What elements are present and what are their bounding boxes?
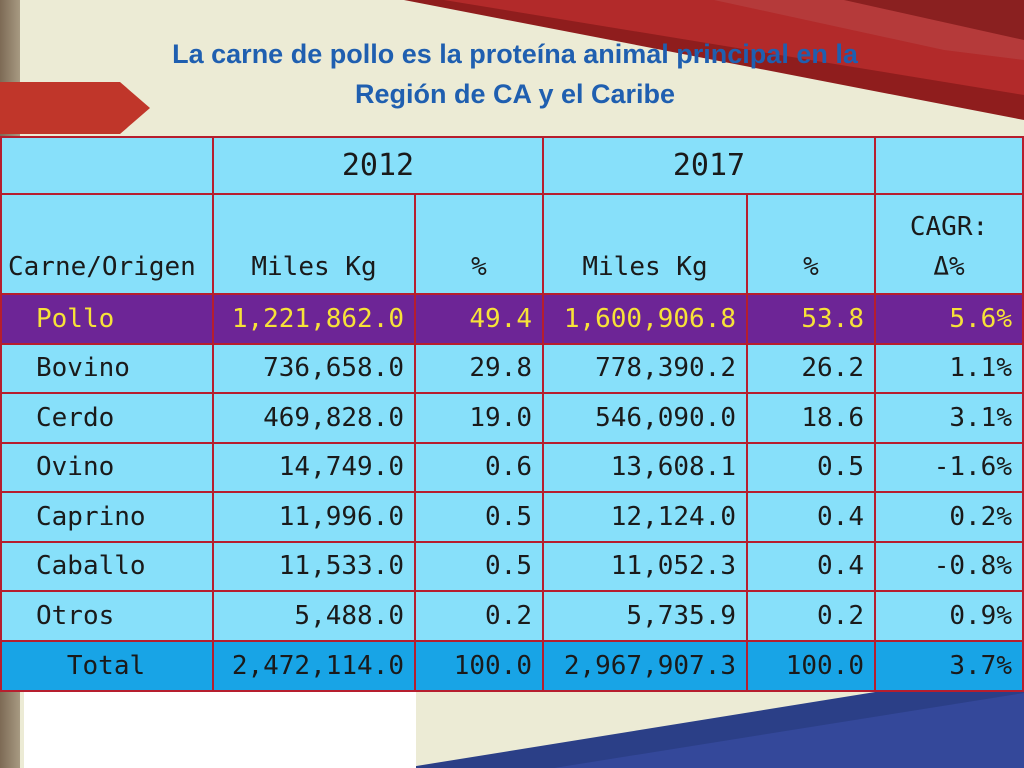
total-label: Total <box>0 639 214 692</box>
kg-2017: 13,608.1 <box>542 441 748 493</box>
kg-2012: 736,658.0 <box>212 342 416 394</box>
pct-2017: 0.2 <box>746 590 876 642</box>
year-2012-header: 2012 <box>212 136 544 195</box>
cagr-header: CAGR: Δ% <box>874 193 1024 295</box>
year-2017-header: 2017 <box>542 136 876 195</box>
kg-2012: 11,533.0 <box>212 540 416 592</box>
cagr: 5.6% <box>874 293 1024 345</box>
kg-2012: 1,221,862.0 <box>212 293 416 345</box>
left-red-tab <box>0 82 150 134</box>
row-name: Ovino <box>0 441 214 493</box>
slide-title: La carne de pollo es la proteína animal … <box>40 34 990 114</box>
table-row-total: Total 2,472,114.0 100.0 2,967,907.3 100.… <box>0 639 1024 692</box>
row-name: Cerdo <box>0 392 214 444</box>
table-row-otros: Otros 5,488.0 0.2 5,735.9 0.2 0.9% <box>0 590 1024 642</box>
pct-2017: 0.4 <box>746 540 876 592</box>
total-pct-2012: 100.0 <box>414 639 544 692</box>
row-name: Caballo <box>0 540 214 592</box>
kg-2017: 5,735.9 <box>542 590 748 642</box>
total-cagr: 3.7% <box>874 639 1024 692</box>
cagr: 3.1% <box>874 392 1024 444</box>
table-row-ovino: Ovino 14,749.0 0.6 13,608.1 0.5 -1.6% <box>0 441 1024 493</box>
origin-header: Carne/Origen <box>0 193 214 295</box>
cagr: 1.1% <box>874 342 1024 394</box>
pct-2012: 0.2 <box>414 590 544 642</box>
year-header-row: 2012 2017 <box>0 136 1024 195</box>
cagr: 0.2% <box>874 491 1024 543</box>
bottom-right-decoration <box>404 668 1024 768</box>
kg-2012: 5,488.0 <box>212 590 416 642</box>
kg-2017: 778,390.2 <box>542 342 748 394</box>
kg-2012: 11,996.0 <box>212 491 416 543</box>
total-kg-2017: 2,967,907.3 <box>542 639 748 692</box>
miles-kg-2017-header: Miles Kg <box>542 193 748 295</box>
meat-production-table: 2012 2017 Carne/Origen Miles Kg % Miles … <box>0 136 1024 692</box>
kg-2017: 546,090.0 <box>542 392 748 444</box>
pct-2012: 0.6 <box>414 441 544 493</box>
cagr: -1.6% <box>874 441 1024 493</box>
cagr-header-line-2: Δ% <box>933 252 965 282</box>
title-line-1: La carne de pollo es la proteína animal … <box>172 39 858 69</box>
cagr: 0.9% <box>874 590 1024 642</box>
kg-2017: 1,600,906.8 <box>542 293 748 345</box>
pct-2012: 19.0 <box>414 392 544 444</box>
kg-2017: 11,052.3 <box>542 540 748 592</box>
pct-2012-header: % <box>414 193 544 295</box>
row-name: Otros <box>0 590 214 642</box>
top-right-decoration <box>404 0 1024 120</box>
total-pct-2017: 100.0 <box>746 639 876 692</box>
table-row-cerdo: Cerdo 469,828.0 19.0 546,090.0 18.6 3.1% <box>0 392 1024 444</box>
kg-2012: 469,828.0 <box>212 392 416 444</box>
kg-2017: 12,124.0 <box>542 491 748 543</box>
pct-2017: 0.5 <box>746 441 876 493</box>
table-row-caballo: Caballo 11,533.0 0.5 11,052.3 0.4 -0.8% <box>0 540 1024 592</box>
pct-2017: 26.2 <box>746 342 876 394</box>
total-kg-2012: 2,472,114.0 <box>212 639 416 692</box>
row-name: Caprino <box>0 491 214 543</box>
table-row-caprino: Caprino 11,996.0 0.5 12,124.0 0.4 0.2% <box>0 491 1024 543</box>
title-line-2: Región de CA y el Caribe <box>354 79 676 109</box>
white-box <box>24 688 416 768</box>
pct-2012: 0.5 <box>414 491 544 543</box>
row-name: Bovino <box>0 342 214 394</box>
pct-2012: 29.8 <box>414 342 544 394</box>
empty-header-cell <box>0 136 214 195</box>
pct-2017-header: % <box>746 193 876 295</box>
table-row-bovino: Bovino 736,658.0 29.8 778,390.2 26.2 1.1… <box>0 342 1024 394</box>
cagr: -0.8% <box>874 540 1024 592</box>
table-row-pollo: Pollo 1,221,862.0 49.4 1,600,906.8 53.8 … <box>0 293 1024 345</box>
pct-2012: 0.5 <box>414 540 544 592</box>
pct-2017: 18.6 <box>746 392 876 444</box>
kg-2012: 14,749.0 <box>212 441 416 493</box>
column-header-row: Carne/Origen Miles Kg % Miles Kg % CAGR:… <box>0 193 1024 295</box>
pct-2017: 53.8 <box>746 293 876 345</box>
pct-2017: 0.4 <box>746 491 876 543</box>
miles-kg-2012-header: Miles Kg <box>212 193 416 295</box>
cagr-header-line-1: CAGR: <box>909 212 989 242</box>
pct-2012: 49.4 <box>414 293 544 345</box>
empty-header-cell <box>874 136 1024 195</box>
row-name: Pollo <box>0 293 214 345</box>
